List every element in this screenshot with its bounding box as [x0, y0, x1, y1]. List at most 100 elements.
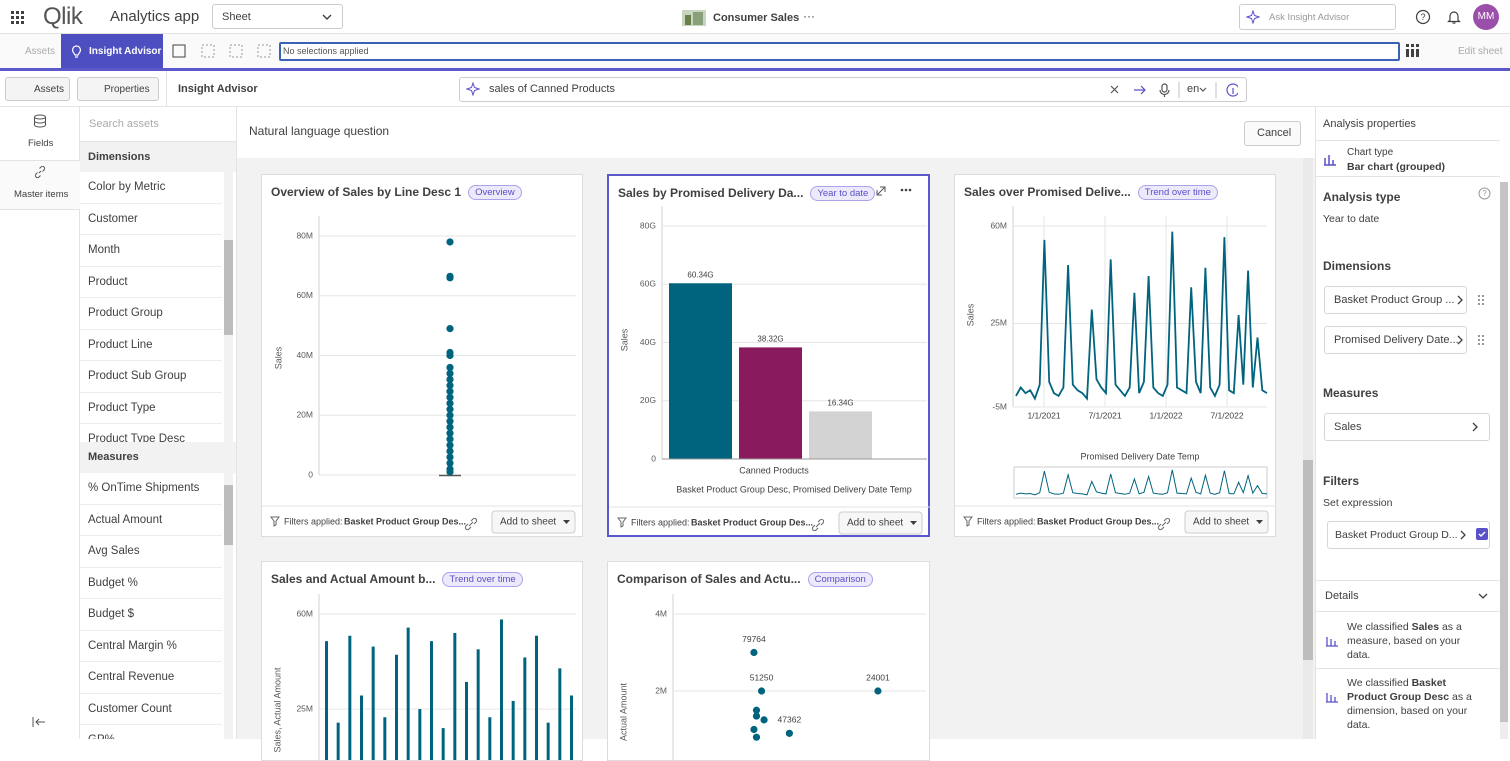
help-icon[interactable]: ? [1415, 9, 1431, 25]
dimension-item[interactable]: Basket Product Group ... [1324, 286, 1467, 314]
drag-handle[interactable] [1477, 334, 1485, 346]
asset-item[interactable]: Product Line [80, 330, 222, 361]
insight-card[interactable]: Sales, Actual Amount 25M 60M Sales and Actu… [261, 561, 583, 761]
scrollbar[interactable] [224, 473, 233, 739]
left-rail [0, 107, 80, 739]
asset-item[interactable]: Central Margin % [80, 631, 222, 662]
selections-bar[interactable] [279, 42, 1400, 61]
add-to-sheet-label: Add to sheet [1193, 517, 1249, 528]
bar [360, 695, 363, 760]
asset-item[interactable]: Product Group [80, 298, 222, 330]
asset-item[interactable]: Budget $ [80, 599, 222, 631]
master-items-tab[interactable]: Master items [14, 189, 69, 200]
notification-icon[interactable] [1446, 9, 1462, 25]
card-chart: Sales -5M 25M 60M 1/1/2021 7/1/2021 1/1/2022 7/… [955, 206, 1275, 534]
avatar[interactable]: MM [1473, 4, 1499, 30]
sub-bar [0, 71, 1510, 107]
data-label: 24001 [866, 672, 890, 682]
cancel-button[interactable] [1244, 121, 1301, 146]
more-dot[interactable] [900, 188, 904, 192]
scrollbar[interactable] [1500, 182, 1508, 739]
query-box[interactable] [459, 77, 1247, 102]
asset-item[interactable]: Month [80, 235, 222, 267]
checkbox[interactable] [1476, 528, 1488, 540]
ask-box[interactable] [1239, 4, 1396, 30]
link-icon[interactable] [1157, 517, 1171, 531]
asset-item[interactable]: Avg Sales [80, 536, 222, 568]
link-icon[interactable] [464, 517, 478, 531]
add-to-sheet-button[interactable] [838, 511, 923, 535]
asset-item[interactable]: Customer Count [80, 694, 222, 725]
asset-item[interactable]: Product [80, 267, 222, 298]
measure-list: % OnTime Shipments Actual Amount Avg Sales… [80, 473, 222, 739]
asset-item[interactable]: Color by Metric [80, 172, 222, 204]
insight-card[interactable]: Sales 0 20G 40G 60G 80G 60.34G 38.32G 16.34G Cann… [607, 174, 930, 537]
properties-title: Analysis properties [1323, 118, 1416, 130]
assets-search[interactable]: Search assets [89, 118, 159, 130]
dot [446, 399, 454, 407]
insight-advisor-tab-bg[interactable] [61, 34, 163, 68]
grid-icon[interactable] [1406, 44, 1420, 58]
asset-item[interactable]: Central Revenue [80, 662, 222, 694]
measure-item[interactable]: Sales [1324, 413, 1490, 441]
dot [446, 393, 454, 401]
insight-card[interactable]: Sales 0 20M 40M 60M 80M Filters applied: Basket… [261, 174, 583, 537]
insight-advisor-tab[interactable]: Insight Advisor [89, 46, 162, 57]
dot [446, 238, 454, 246]
asset-item[interactable]: % OnTime Shipments [80, 473, 222, 505]
asset-item[interactable]: Budget % [80, 568, 222, 599]
fields-tab[interactable]: Fields [28, 138, 54, 149]
dimensions-heading: Dimensions [80, 141, 236, 172]
app-more[interactable]: ··· [803, 9, 815, 23]
drag-handle[interactable] [1477, 294, 1485, 306]
menu-icon[interactable] [11, 11, 24, 24]
bar [546, 722, 550, 760]
asset-item[interactable]: Customer [80, 204, 222, 235]
sparkle-icon [466, 82, 480, 96]
asset-item[interactable]: Actual Amount [80, 505, 222, 536]
insight-card[interactable]: Actual Amount 2M 4M 79764 51250 24001 47362 Com… [607, 561, 930, 761]
card-title-text: Sales over Promised Delive... [964, 185, 1131, 199]
language-select[interactable]: en [1187, 83, 1200, 95]
sheet-select[interactable] [212, 4, 343, 29]
assets-tab[interactable]: Assets [25, 46, 56, 57]
scrollbar[interactable] [224, 172, 233, 442]
edit-sheet[interactable]: Edit sheet [1458, 46, 1503, 57]
asset-item[interactable]: GP% [80, 725, 222, 739]
link-icon[interactable] [811, 518, 825, 532]
asset-item[interactable]: Product Type Desc [80, 424, 222, 442]
add-to-sheet-button[interactable] [491, 510, 576, 534]
chart-type-row[interactable] [1316, 140, 1500, 177]
dot [1482, 339, 1484, 341]
details-header[interactable] [1316, 580, 1500, 612]
collapse-icon[interactable] [32, 716, 46, 728]
card-title: Sales by Promised Delivery Da... Year to … [618, 186, 876, 201]
more-dot[interactable] [904, 188, 908, 192]
asset-item[interactable]: Product Sub Group [80, 361, 222, 393]
more-dot[interactable] [908, 188, 912, 192]
scrollbar[interactable] [1303, 158, 1313, 739]
expand-icon[interactable] [876, 186, 886, 196]
chevron [1472, 422, 1478, 432]
query-text: sales of Canned Products [489, 83, 615, 95]
dot [446, 405, 454, 413]
y-axis-label: Sales [273, 346, 283, 369]
assets-button[interactable] [5, 77, 70, 101]
detail-text-part: as a dimension, based on your data. [1347, 691, 1472, 731]
cancel-label: Cancel [1257, 127, 1292, 139]
properties-button[interactable] [77, 77, 159, 101]
filter-item[interactable]: Basket Product Group D... [1327, 521, 1490, 549]
add-to-sheet-button[interactable] [1184, 510, 1269, 534]
dot [446, 429, 454, 437]
chevron [1457, 295, 1463, 305]
help-icon[interactable]: ? [1478, 187, 1491, 200]
insight-card[interactable]: Sales -5M 25M 60M 1/1/2021 7/1/2021 1/1/2022 7/… [954, 174, 1276, 537]
card-badge: Trend over time [442, 572, 523, 587]
point [752, 712, 761, 720]
dimension-item[interactable]: Promised Delivery Date... [1324, 326, 1467, 354]
divider [166, 71, 167, 107]
dot [446, 423, 454, 431]
ask-placeholder: Ask Insight Advisor [1269, 12, 1350, 23]
navigator[interactable] [1013, 466, 1268, 499]
asset-item[interactable]: Product Type [80, 393, 222, 424]
